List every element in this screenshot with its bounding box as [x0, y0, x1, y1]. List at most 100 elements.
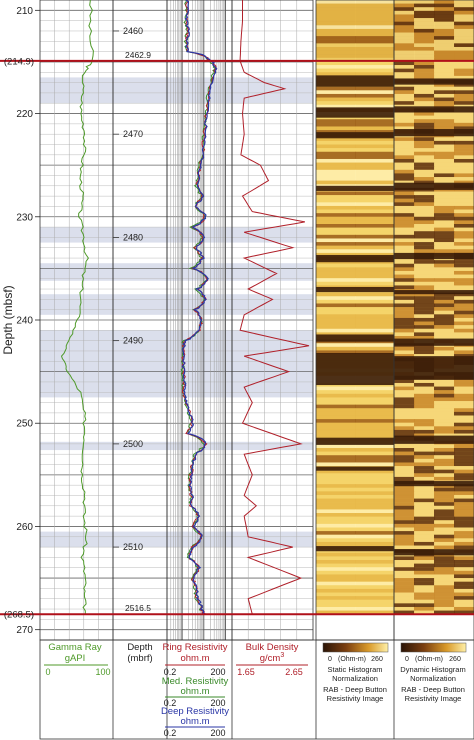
image-texture — [394, 169, 415, 174]
image-texture — [355, 578, 395, 582]
image-texture — [316, 18, 356, 22]
image-texture — [414, 606, 435, 611]
image-texture — [394, 393, 415, 398]
image-texture — [414, 32, 435, 37]
image-texture — [414, 354, 435, 358]
image-texture — [394, 140, 415, 145]
image-texture — [454, 563, 474, 568]
image-texture — [316, 502, 356, 506]
image-texture — [394, 314, 415, 319]
image-texture — [394, 285, 415, 290]
image-texture — [355, 209, 395, 214]
image-texture — [355, 429, 395, 434]
image-dark-band — [394, 78, 474, 85]
image-texture — [394, 101, 415, 105]
image-texture — [394, 476, 415, 481]
image-texture — [355, 151, 395, 156]
image-texture — [355, 21, 395, 26]
image-texture — [316, 509, 356, 514]
image-texture — [454, 278, 474, 282]
image-dark-band — [394, 356, 474, 380]
image-texture — [434, 97, 455, 102]
dynamic-scale-max: 260 — [449, 656, 461, 663]
image-texture — [414, 321, 435, 326]
image-texture — [414, 296, 435, 300]
image-texture — [454, 263, 474, 268]
image-texture — [355, 321, 395, 326]
image-texture — [434, 386, 455, 391]
image-texture — [316, 458, 356, 463]
image-texture — [414, 238, 435, 243]
image-texture — [414, 162, 435, 167]
image-texture — [454, 270, 474, 275]
image-texture — [454, 260, 474, 264]
image-texture — [434, 249, 455, 254]
image-texture — [355, 411, 395, 416]
image-dark-band — [316, 286, 394, 293]
image-texture — [434, 61, 455, 66]
image-texture — [414, 227, 435, 232]
image-texture — [434, 321, 455, 326]
image-texture — [316, 610, 356, 615]
image-texture — [454, 346, 474, 351]
image-texture — [316, 310, 356, 315]
image-texture — [454, 101, 474, 105]
image-texture — [316, 267, 356, 272]
image-texture — [316, 209, 356, 214]
image-texture — [414, 570, 435, 575]
image-texture — [355, 415, 395, 420]
image-texture — [316, 137, 356, 142]
image-texture — [414, 274, 435, 279]
image-texture — [316, 72, 356, 76]
image-texture — [454, 332, 474, 337]
image-texture — [316, 122, 356, 127]
image-texture — [414, 292, 435, 297]
image-texture — [394, 520, 415, 524]
image-texture — [454, 144, 474, 149]
image-texture — [414, 556, 435, 561]
image-texture — [355, 169, 395, 174]
image-dark-band — [394, 338, 474, 346]
image-texture — [414, 596, 435, 600]
image-texture — [355, 422, 395, 427]
image-texture — [414, 231, 435, 235]
ring-resistivity-title: Ring Resistivity — [163, 642, 228, 653]
image-texture — [414, 242, 435, 246]
image-texture — [454, 68, 474, 73]
image-texture — [434, 0, 455, 4]
image-texture — [355, 205, 395, 210]
image-texture — [394, 0, 415, 4]
image-texture — [394, 191, 415, 196]
image-texture — [414, 476, 435, 481]
image-texture — [454, 390, 474, 394]
static-subtitle-line1: RAB - Deep Button — [323, 685, 387, 694]
image-texture — [414, 411, 435, 416]
image-texture — [394, 588, 415, 593]
image-texture — [454, 285, 474, 290]
image-texture — [454, 242, 474, 246]
image-texture — [355, 104, 395, 109]
image-texture — [355, 39, 395, 44]
image-texture — [394, 166, 415, 170]
image-texture — [434, 151, 455, 156]
image-texture — [454, 209, 474, 214]
image-texture — [434, 242, 455, 246]
image-texture — [434, 513, 455, 517]
image-texture — [454, 177, 474, 181]
image-texture — [355, 494, 395, 499]
image-texture — [355, 148, 395, 152]
image-texture — [454, 18, 474, 22]
image-texture — [434, 270, 455, 275]
image-texture — [394, 487, 415, 492]
image-texture — [394, 610, 415, 615]
image-texture — [355, 245, 395, 250]
mbrf-tick-label: 2480 — [123, 232, 143, 242]
image-texture — [394, 151, 415, 156]
image-texture — [434, 401, 455, 405]
image-texture — [355, 346, 395, 351]
image-texture — [434, 444, 455, 449]
image-texture — [355, 97, 395, 102]
image-dark-band — [394, 182, 474, 190]
image-texture — [355, 484, 395, 488]
image-texture — [394, 119, 415, 123]
